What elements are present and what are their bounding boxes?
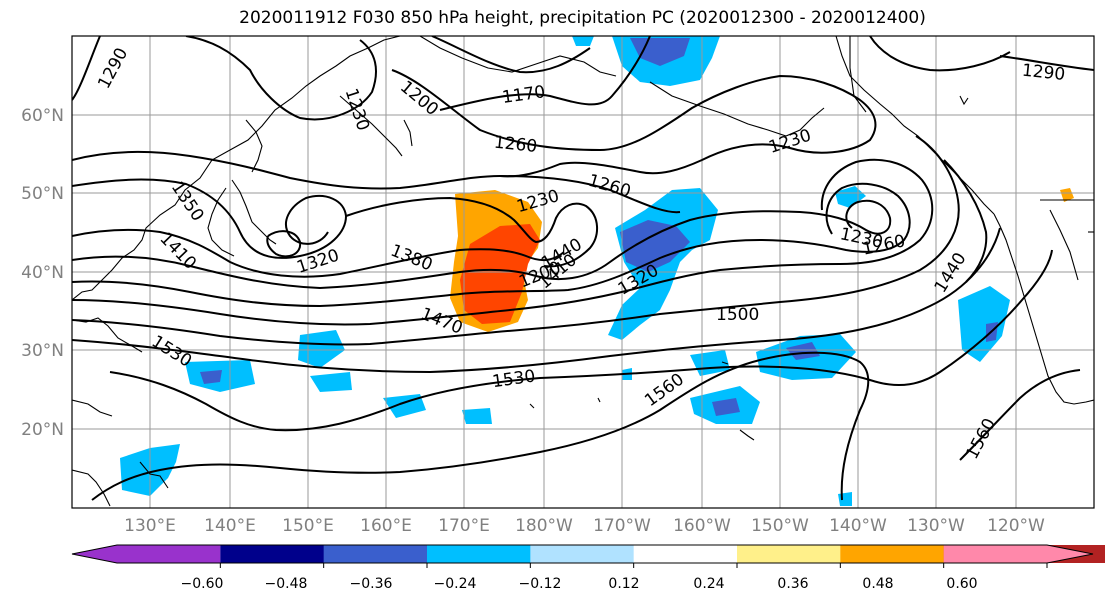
map-frame [71, 35, 1095, 509]
lon-label: 170°W [593, 516, 651, 536]
lon-label: 120°W [987, 516, 1045, 536]
contour-label: 1260 [493, 133, 538, 157]
lon-label: 130°E [124, 516, 176, 536]
lon-label: 160°E [360, 516, 412, 536]
colorbar-segment [72, 545, 221, 563]
lat-label-40n: 40°N [21, 263, 64, 283]
colorbar-segments [71, 544, 1105, 564]
colorbar-ticks [219, 563, 1048, 568]
lat-label-30n: 30°N [21, 341, 64, 361]
colorbar-tick-label: −0.36 [350, 576, 393, 592]
contour-label: 1500 [716, 305, 759, 325]
colorbar-tick-label: −0.48 [265, 576, 308, 592]
lat-label-60n: 60°N [21, 106, 64, 126]
colorbar-segment [633, 545, 738, 563]
colorbar-tick-label: 0.60 [946, 576, 977, 592]
colorbar-tick-label: 0.36 [777, 576, 808, 592]
colorbar-tick-labels: −0.60 −0.48 −0.36 −0.24 −0.12 0.12 0.24 … [181, 576, 978, 592]
colorbar-outline [71, 544, 1094, 564]
colorbar-tick-label: 0.48 [862, 576, 893, 592]
colorbar-tick-label: 0.12 [608, 576, 639, 592]
colorbar: −0.60 −0.48 −0.36 −0.24 −0.12 0.12 0.24 … [71, 544, 1105, 592]
colorbar-segment [220, 545, 325, 563]
lon-label: 150°W [751, 516, 809, 536]
height-contours [72, 36, 1094, 501]
latitude-labels: 60°N 50°N 40°N 30°N 20°N [21, 106, 64, 440]
colorbar-segment [840, 545, 945, 563]
contour-label: 1290 [1021, 61, 1066, 85]
map-title: 2020011912 F030 850 hPa height, precipit… [239, 8, 926, 28]
map-panel: 1290 1230 1200 1170 1290 1260 1230 1260 … [72, 36, 1094, 508]
lon-label: 130°W [907, 516, 965, 536]
precip-negative-shading [120, 36, 1010, 506]
lon-label: 170°E [438, 516, 490, 536]
lon-label: 180°W [515, 516, 573, 536]
coastlines [72, 36, 1094, 507]
lat-label-20n: 20°N [21, 420, 64, 440]
colorbar-segment [737, 545, 841, 563]
lon-label: 140°E [204, 516, 256, 536]
colorbar-segment [943, 545, 1093, 563]
colorbar-tick-label: 0.24 [693, 576, 724, 592]
colorbar-segment [323, 545, 428, 563]
colorbar-tick-label: −0.24 [434, 576, 477, 592]
lon-label: 150°E [282, 516, 334, 536]
colorbar-segment [427, 545, 531, 563]
lon-label: 160°W [673, 516, 731, 536]
longitude-labels: 130°E 140°E 150°E 160°E 170°E 180°W 170°… [124, 516, 1045, 536]
colorbar-tick-label: −0.60 [181, 576, 224, 592]
colorbar-tick-label: −0.12 [519, 576, 562, 592]
colorbar-segment [530, 545, 635, 563]
lon-label: 140°W [829, 516, 887, 536]
lat-label-50n: 50°N [21, 184, 64, 204]
